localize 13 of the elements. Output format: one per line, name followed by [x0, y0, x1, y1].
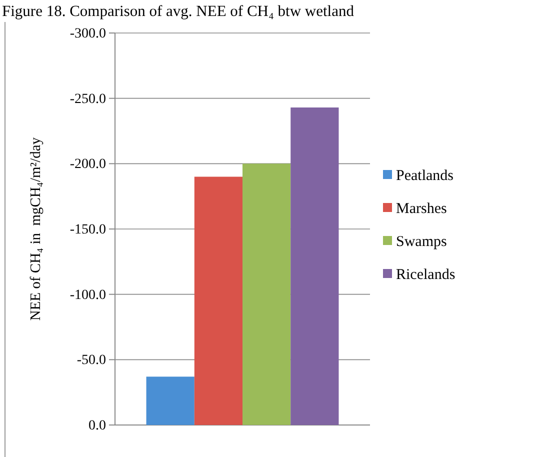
legend-label: Ricelands	[396, 267, 456, 283]
legend-label: Swamps	[396, 234, 447, 250]
y-tick-label: -200.0	[70, 157, 106, 172]
y-tick-label: -300.0	[70, 26, 106, 42]
y-tick-label: 0.0	[88, 418, 106, 434]
y-tick-label: -250.0	[70, 92, 106, 107]
legend-label: Marshes	[396, 201, 447, 217]
y-tick-label: -100.0	[70, 288, 106, 303]
chart-title: Figure 18. Comparison of avg. NEE of CH₄ btw wetland	[2, 3, 354, 20]
y-tick-label: -50.0	[76, 353, 106, 368]
y-tick-label: -150.0	[70, 222, 106, 238]
y-axis-title: NEE of CH₄ in mgCH₄/m²/day	[28, 136, 44, 321]
legend-label: Peatlands	[396, 168, 454, 184]
